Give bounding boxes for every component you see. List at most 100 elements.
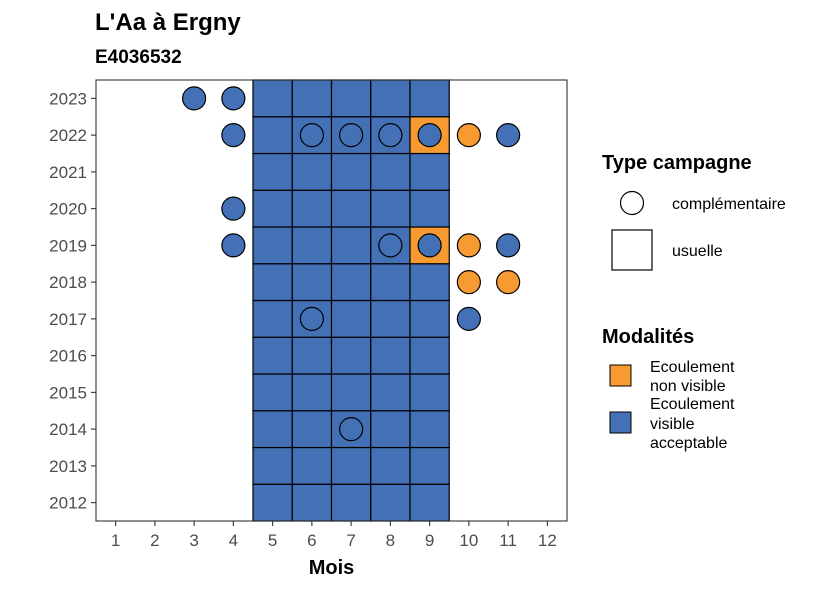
chart-title: L'Aa à Ergny xyxy=(95,9,241,36)
tiles-layer xyxy=(252,79,450,522)
y-tick-label-2021: 2021 xyxy=(49,163,87,182)
legend-type-title: Type campagne xyxy=(602,152,752,174)
tile-2012-5 xyxy=(252,483,293,522)
tile-2020-8 xyxy=(370,189,411,228)
tile-2014-5 xyxy=(252,410,293,449)
tile-2016-7 xyxy=(330,336,372,375)
tile-2012-6 xyxy=(291,483,333,522)
point-2019-8 xyxy=(378,233,403,258)
tile-2020-5 xyxy=(252,189,293,228)
tile-2021-5 xyxy=(252,152,293,191)
tile-2013-8 xyxy=(370,446,411,485)
point-2019-10 xyxy=(456,233,481,258)
tile-2020-7 xyxy=(330,189,372,228)
y-tick-label-2023: 2023 xyxy=(49,89,87,108)
tile-2015-5 xyxy=(252,373,293,412)
tile-2013-6 xyxy=(291,446,333,485)
tile-2019-5 xyxy=(252,226,293,265)
y-tick-label-2012: 2012 xyxy=(49,494,87,513)
chart-subtitle: E4036532 xyxy=(95,47,182,68)
x-tick-label-8: 8 xyxy=(386,531,395,550)
tile-2016-6 xyxy=(291,336,333,375)
tile-2023-9 xyxy=(409,79,450,118)
tile-2017-7 xyxy=(330,299,372,338)
legend-modalites: Modalités Ecoulement non visible Ecoulem… xyxy=(602,326,735,452)
tile-2020-9 xyxy=(409,189,450,228)
y-tick-label-2017: 2017 xyxy=(49,310,87,329)
y-tick-label-2018: 2018 xyxy=(49,273,87,292)
y-tick-label-2022: 2022 xyxy=(49,126,87,145)
tile-2017-5 xyxy=(252,299,293,338)
tile-2016-9 xyxy=(409,336,450,375)
legend-swatch-visible-acceptable xyxy=(609,411,632,434)
legend-modalites-title: Modalités xyxy=(602,326,694,348)
point-2017-6 xyxy=(299,306,324,331)
legend-type-label-1: usuelle xyxy=(672,243,723,260)
tile-2018-7 xyxy=(330,263,372,302)
x-tick-label-7: 7 xyxy=(346,531,355,550)
tile-2023-5 xyxy=(252,79,293,118)
point-2022-8 xyxy=(378,123,403,148)
tile-2015-8 xyxy=(370,373,411,412)
point-2022-6 xyxy=(299,123,324,148)
y-tick-label-2015: 2015 xyxy=(49,383,87,402)
tile-2021-6 xyxy=(291,152,333,191)
tile-2017-8 xyxy=(370,299,411,338)
tile-2019-7 xyxy=(330,226,372,265)
point-2018-11 xyxy=(496,270,521,295)
tile-2015-6 xyxy=(291,373,333,412)
legend-circle-symbol xyxy=(619,190,645,216)
tile-2015-7 xyxy=(330,373,372,412)
tile-2013-9 xyxy=(409,446,450,485)
tile-2017-9 xyxy=(409,299,450,338)
point-2023-4 xyxy=(221,86,246,111)
x-tick-label-5: 5 xyxy=(268,531,277,550)
point-2022-11 xyxy=(496,123,521,148)
tile-2015-9 xyxy=(409,373,450,412)
legend-modalite-0-line-0: Ecoulement xyxy=(650,359,735,376)
point-2017-10 xyxy=(456,306,481,331)
point-2019-4 xyxy=(221,233,246,258)
tile-2013-5 xyxy=(252,446,293,485)
tile-2016-8 xyxy=(370,336,411,375)
tile-2014-8 xyxy=(370,410,411,449)
tile-2018-6 xyxy=(291,263,333,302)
tile-2013-7 xyxy=(330,446,372,485)
tile-2014-9 xyxy=(409,410,450,449)
point-2018-10 xyxy=(456,270,481,295)
tile-2018-5 xyxy=(252,263,293,302)
tile-2012-7 xyxy=(330,483,372,522)
y-axis: 2012 2013 2014 2015 2016 2017 2018 2019 2020 2021… xyxy=(49,89,96,513)
plot-border xyxy=(95,79,568,522)
point-2022-4 xyxy=(221,123,246,148)
x-tick-label-1: 1 xyxy=(111,531,120,550)
tile-2018-8 xyxy=(370,263,411,302)
legend-modalite-1-line-0: Ecoulement xyxy=(650,396,735,413)
tile-2023-6 xyxy=(291,79,333,118)
tile-2021-9 xyxy=(409,152,450,191)
tile-2021-7 xyxy=(330,152,372,191)
tile-2023-8 xyxy=(370,79,411,118)
point-2022-7 xyxy=(339,123,364,148)
point-2019-9 xyxy=(417,233,442,258)
point-2022-9 xyxy=(417,123,442,148)
tile-2012-8 xyxy=(370,483,411,522)
legend-type: Type campagne complémentaire usuelle xyxy=(602,152,786,271)
tile-2022-6 xyxy=(291,116,333,155)
legend-type-label-0: complémentaire xyxy=(672,196,786,213)
tile-2016-5 xyxy=(252,336,293,375)
legend-modalite-0-line-1: non visible xyxy=(650,378,726,395)
point-2019-11 xyxy=(496,233,521,258)
x-tick-label-2: 2 xyxy=(150,531,159,550)
legend-modalite-1-line-1: visible xyxy=(650,416,695,433)
x-tick-label-10: 10 xyxy=(459,531,478,550)
x-axis: 1 2 3 4 5 6 7 8 9 10 11 12 xyxy=(111,521,557,550)
tile-2012-9 xyxy=(409,483,450,522)
tile-2022-5 xyxy=(252,116,293,155)
legend-modalite-1-line-2: acceptable xyxy=(650,435,727,452)
x-tick-label-3: 3 xyxy=(189,531,198,550)
tile-2020-6 xyxy=(291,189,333,228)
tile-2014-6 xyxy=(291,410,333,449)
y-tick-label-2020: 2020 xyxy=(49,200,87,219)
y-tick-label-2016: 2016 xyxy=(49,347,87,366)
